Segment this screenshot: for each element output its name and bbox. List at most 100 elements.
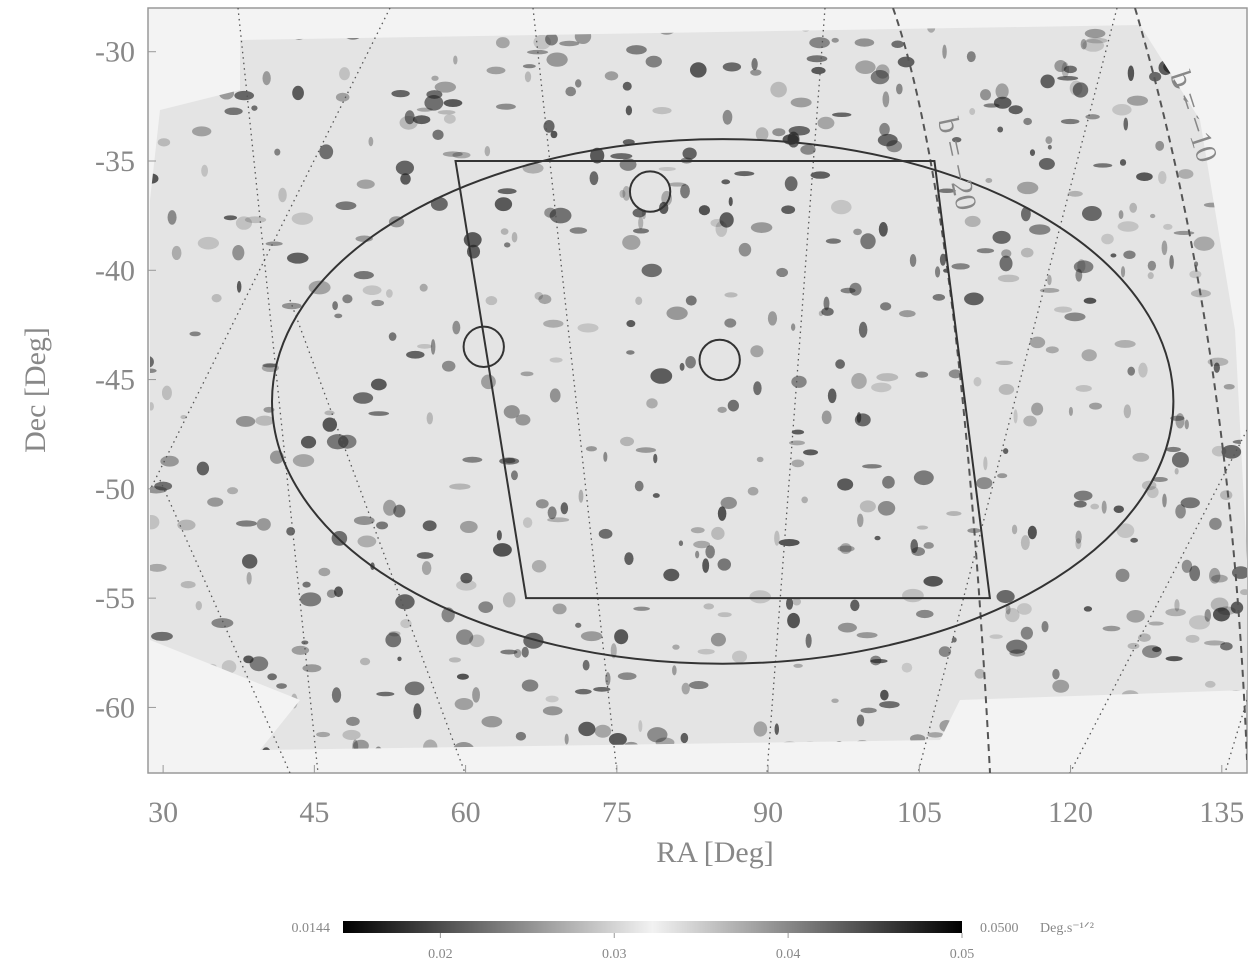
texture-blob (913, 470, 934, 486)
texture-blob (598, 528, 613, 539)
texture-blob (932, 293, 946, 301)
texture-blob (1073, 490, 1093, 501)
texture-blob (792, 598, 802, 606)
texture-blob (997, 473, 1008, 479)
texture-blob (946, 511, 962, 517)
texture-blob (876, 373, 899, 382)
texture-blob (335, 92, 350, 102)
texture-blob (395, 594, 415, 610)
texture-blob (502, 592, 516, 608)
texture-blob (1102, 625, 1121, 632)
texture-blob (856, 632, 878, 639)
texture-blob (234, 90, 255, 101)
texture-blob (368, 411, 390, 416)
texture-blob (608, 732, 627, 746)
texture-blob (791, 459, 805, 468)
x-tick-label: 30 (148, 796, 178, 829)
texture-blob (790, 323, 796, 331)
texture-blob (1089, 402, 1103, 410)
texture-blob (326, 434, 349, 450)
texture-blob (1213, 362, 1220, 373)
texture-blob (1130, 537, 1138, 543)
texture-blob (790, 97, 812, 108)
texture-blob (496, 530, 502, 541)
texture-blob (1073, 500, 1087, 508)
texture-blob (404, 681, 425, 696)
texture-blob (825, 238, 841, 244)
texture-blob (870, 655, 882, 666)
texture-blob (292, 85, 304, 101)
texture-blob (319, 144, 334, 160)
texture-blob (916, 525, 929, 530)
texture-blob (1127, 65, 1135, 82)
texture-blob (503, 405, 520, 419)
texture-blob (1162, 493, 1167, 508)
texture-blob (1057, 75, 1079, 81)
texture-blob (434, 81, 457, 93)
texture-blob (423, 739, 438, 750)
texture-blob (1047, 144, 1052, 150)
texture-blob (974, 668, 986, 679)
texture-blob (1129, 202, 1138, 213)
texture-blob (605, 672, 611, 686)
texture-blob (1119, 159, 1127, 166)
texture-blob (192, 126, 212, 137)
texture-blob (353, 271, 374, 280)
texture-blob (980, 89, 991, 101)
texture-blob (1029, 336, 1046, 349)
texture-blob (689, 62, 707, 78)
texture-blob (635, 447, 656, 453)
texture-blob (854, 413, 871, 427)
texture-blob (543, 319, 564, 328)
texture-blob (622, 185, 631, 201)
texture-blob (899, 310, 916, 318)
texture-blob (291, 212, 314, 225)
texture-blob (515, 731, 527, 741)
texture-blob (224, 107, 243, 116)
texture-blob (1177, 169, 1194, 179)
texture-blob (472, 687, 480, 703)
texture-blob (262, 71, 271, 86)
colorbar (343, 921, 962, 933)
texture-blob (495, 37, 510, 49)
texture-blob (774, 530, 780, 546)
texture-blob (786, 597, 794, 610)
texture-blob (710, 632, 726, 647)
texture-blob (652, 106, 672, 115)
texture-blob (150, 402, 154, 411)
texture-blob (1113, 505, 1124, 513)
texture-blob (538, 294, 552, 305)
texture-blob (800, 144, 816, 155)
region-ellipse (271, 138, 1175, 665)
texture-blob (177, 519, 196, 531)
texture-blob (1189, 565, 1201, 582)
colorbar-unit: Deg.s⁻¹ᐟ² (1040, 921, 1094, 936)
texture-blob (1060, 118, 1080, 125)
texture-blob (896, 83, 903, 95)
texture-blob (499, 457, 520, 465)
colorbar-tick-label: 0.02 (428, 947, 453, 962)
texture-blob (395, 160, 414, 176)
x-tick-label: 135 (1199, 796, 1244, 829)
texture-blob (976, 477, 993, 490)
texture-blob (614, 629, 629, 645)
texture-blob (710, 219, 724, 228)
texture-blob (776, 267, 789, 278)
texture-blob (973, 376, 982, 387)
texture-blob (680, 732, 689, 744)
texture-blob (421, 561, 432, 576)
texture-blob (546, 52, 568, 67)
texture-blob (549, 357, 563, 363)
texture-blob (565, 86, 577, 97)
texture-blob (698, 205, 710, 216)
texture-blob (1123, 250, 1136, 260)
texture-blob (1017, 603, 1032, 615)
latitude-curve (1134, 8, 1247, 761)
texture-blob (747, 486, 759, 496)
texture-blob (1008, 105, 1023, 115)
texture-blob (211, 618, 234, 628)
texture-blob (724, 292, 738, 298)
texture-blob (211, 293, 222, 303)
texture-blob (823, 296, 830, 311)
texture-blob (485, 296, 498, 306)
